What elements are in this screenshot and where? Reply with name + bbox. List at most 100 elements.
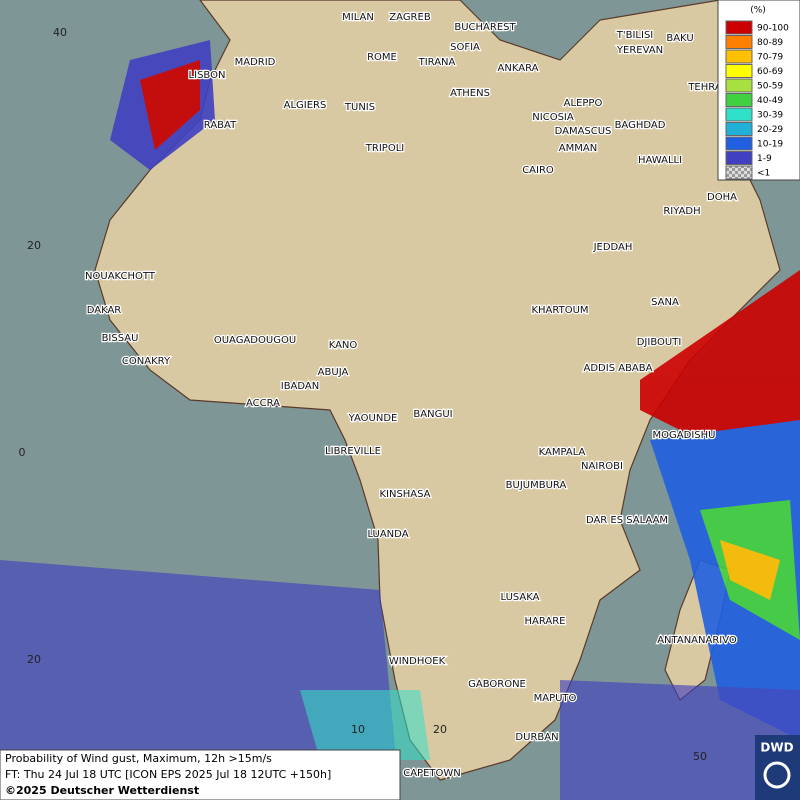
legend-swatch bbox=[725, 151, 753, 165]
legend-swatch bbox=[725, 136, 753, 151]
weather-field bbox=[0, 40, 800, 800]
legend-swatch bbox=[725, 35, 753, 49]
city-label: MILAN bbox=[342, 12, 374, 23]
city-label: ABUJA bbox=[318, 367, 349, 378]
city-label: BISSAU bbox=[102, 333, 139, 344]
city-label: DURBAN bbox=[515, 732, 558, 743]
city-label: MOGADISHU bbox=[653, 430, 716, 441]
city-label: RIYADH bbox=[663, 206, 700, 217]
lon-label: 10 bbox=[351, 723, 365, 736]
city-label: SANA bbox=[651, 297, 679, 308]
city-label: LISBON bbox=[189, 70, 226, 81]
lat-label: 20 bbox=[27, 239, 41, 252]
city-label: DJIBOUTI bbox=[637, 337, 682, 348]
legend-swatch bbox=[725, 78, 753, 93]
legend-label: 90-100 bbox=[757, 24, 789, 34]
caption-line: ©2025 Deutscher Wetterdienst bbox=[5, 784, 199, 797]
city-label: KINSHASA bbox=[379, 489, 430, 500]
city-label: BAGHDAD bbox=[615, 120, 666, 131]
legend-swatch bbox=[725, 49, 753, 64]
city-label: T'BILISI bbox=[616, 30, 653, 41]
legend-swatch bbox=[725, 93, 753, 107]
legend-label: 1-9 bbox=[757, 154, 772, 164]
city-label: KAMPALA bbox=[539, 447, 586, 458]
logo-box bbox=[755, 735, 800, 800]
city-label: LUANDA bbox=[367, 529, 408, 540]
caption-box bbox=[0, 749, 401, 800]
city-label: AMMAN bbox=[559, 143, 597, 154]
city-label: LUSAKA bbox=[501, 592, 540, 603]
city-label: YEREVAN bbox=[616, 45, 663, 56]
legend-label: 50-59 bbox=[757, 82, 783, 92]
city-label: BUCHAREST bbox=[454, 22, 516, 33]
city-label: DAMASCUS bbox=[555, 126, 612, 137]
city-label: HAWALLI bbox=[638, 155, 682, 166]
city-label: DAR ES SALAAM bbox=[586, 515, 668, 526]
city-label: YAOUNDE bbox=[348, 413, 398, 424]
logo: DWD bbox=[755, 735, 800, 800]
city-label: HARARE bbox=[524, 616, 565, 627]
legend-swatch bbox=[725, 20, 753, 35]
logo-icon bbox=[763, 761, 791, 789]
city-label: BAKU bbox=[666, 33, 693, 44]
city-label: WINDHOEK bbox=[389, 656, 446, 667]
lat-label: 20 bbox=[27, 653, 41, 666]
legend-label: 20-29 bbox=[757, 125, 783, 135]
city-label: ANKARA bbox=[498, 63, 539, 74]
city-label: MADRID bbox=[235, 57, 276, 68]
caption-line: Probability of Wind gust, Maximum, 12h >… bbox=[5, 752, 272, 765]
city-label: JEDDAH bbox=[593, 242, 633, 253]
city-label: DAKAR bbox=[87, 305, 122, 316]
city-label: NAIROBI bbox=[581, 461, 623, 472]
legend-swatch bbox=[725, 64, 753, 78]
legend-swatch bbox=[725, 107, 753, 122]
city-label: DOHA bbox=[707, 192, 737, 203]
legend-label: 40-49 bbox=[757, 96, 783, 106]
legend-swatch bbox=[725, 165, 753, 180]
lon-label: 20 bbox=[433, 723, 447, 736]
city-label: ANTANANARIVO bbox=[657, 635, 737, 646]
city-label: GABORONE bbox=[468, 679, 526, 690]
city-label: KHARTOUM bbox=[531, 305, 588, 316]
city-label: BANGUI bbox=[413, 409, 452, 420]
legend-title: (%) bbox=[750, 6, 766, 16]
city-label: LIBREVILLE bbox=[325, 446, 381, 457]
lon-label: 50 bbox=[693, 750, 707, 763]
city-label: TIRANA bbox=[418, 57, 456, 68]
city-label: CAPETOWN bbox=[403, 768, 461, 779]
legend-label: 30-39 bbox=[757, 111, 783, 121]
city-label: NICOSIA bbox=[532, 112, 574, 123]
city-label: ACCRA bbox=[246, 398, 280, 409]
city-label: TRIPOLI bbox=[365, 143, 404, 154]
lat-label: 0 bbox=[19, 446, 26, 459]
city-label: RABAT bbox=[204, 120, 237, 131]
caption-line: FT: Thu 24 Jul 18 UTC [ICON EPS 2025 Jul… bbox=[5, 768, 331, 781]
legend-label: 60-69 bbox=[757, 67, 783, 77]
city-label: TEHRA bbox=[687, 82, 721, 93]
city-label: ZAGREB bbox=[389, 12, 431, 23]
legend-label: 80-89 bbox=[757, 38, 783, 48]
city-label: NOUAKCHOTT bbox=[85, 271, 156, 282]
legend-swatch bbox=[725, 122, 753, 136]
legend: (%) 90-100 80-89 70-79 60-69 50-59 40-49 30-39… bbox=[717, 0, 800, 181]
city-label: TUNIS bbox=[344, 102, 375, 113]
city-label: MAPUTO bbox=[534, 693, 577, 704]
logo-text: DWD bbox=[760, 741, 793, 755]
city-label: ALEPPO bbox=[564, 98, 603, 109]
caption: Probability of Wind gust, Maximum, 12h >… bbox=[0, 749, 401, 800]
city-label: SOFIA bbox=[450, 42, 480, 53]
city-label: ATHENS bbox=[450, 88, 490, 99]
legend-label: 70-79 bbox=[757, 53, 783, 63]
city-label: BUJUMBURA bbox=[506, 480, 567, 491]
city-label: OUAGADOUGOU bbox=[214, 335, 296, 346]
city-label: ALGIERS bbox=[284, 100, 327, 111]
city-label: ADDIS ABABA bbox=[584, 363, 653, 374]
city-label: IBADAN bbox=[281, 381, 320, 392]
legend-label: <1 bbox=[757, 169, 770, 179]
legend-label: 10-19 bbox=[757, 140, 783, 150]
lat-label: 40 bbox=[53, 26, 67, 39]
city-label: KANO bbox=[329, 340, 358, 351]
city-label: CONAKRY bbox=[122, 356, 171, 367]
city-label: ROME bbox=[367, 52, 397, 63]
